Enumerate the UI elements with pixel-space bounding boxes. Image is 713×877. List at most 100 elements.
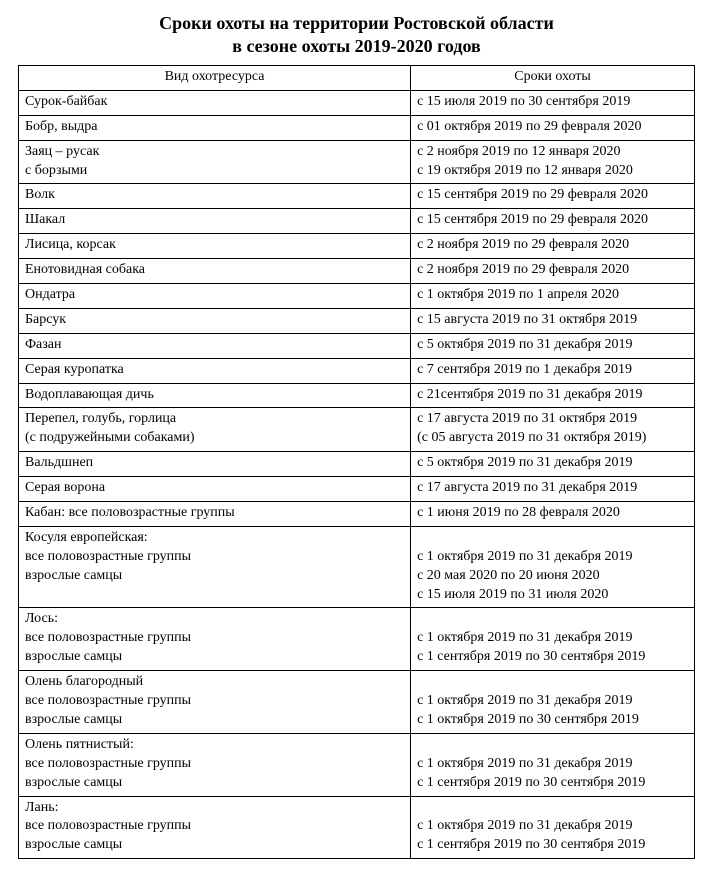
table-row: Ондатра с 1 октября 2019 по 1 апреля 2020	[19, 284, 695, 309]
species-cell: Сурок-байбак	[19, 90, 411, 115]
species-line: Вальдшнеп	[25, 454, 404, 473]
dates-line: с 5 октября 2019 по 31 декабря 2019	[417, 336, 688, 355]
dates-line: с 15 сентября 2019 по 29 февраля 2020	[417, 211, 688, 230]
dates-line: с 1 октября 2019 по 31 декабря 2019	[417, 548, 688, 567]
species-line: Шакал	[25, 211, 404, 230]
species-line	[25, 586, 404, 605]
page-title: Сроки охоты на территории Ростовской обл…	[18, 12, 695, 57]
dates-line: с 7 сентября 2019 по 1 декабря 2019	[417, 361, 688, 380]
species-line: взрослые самцы	[25, 648, 404, 667]
species-cell: Шакал	[19, 209, 411, 234]
table-row: Лань:все половозрастные группывзрослые с…	[19, 796, 695, 859]
species-line: Лань:	[25, 799, 404, 818]
dates-line: с 01 октября 2019 по 29 февраля 2020	[417, 118, 688, 137]
dates-line: с 19 октября 2019 по 12 января 2020	[417, 162, 688, 181]
species-cell: Ондатра	[19, 284, 411, 309]
species-cell: Водоплавающая дичь	[19, 383, 411, 408]
species-cell: Енотовидная собака	[19, 259, 411, 284]
species-line: Перепел, голубь, горлица	[25, 410, 404, 429]
dates-cell: с 7 сентября 2019 по 1 декабря 2019	[411, 358, 695, 383]
species-line: взрослые самцы	[25, 774, 404, 793]
dates-line	[417, 799, 688, 818]
dates-line: с 1 июня 2019 по 28 февраля 2020	[417, 504, 688, 523]
dates-cell: с 5 октября 2019 по 31 декабря 2019	[411, 452, 695, 477]
species-cell: Олень благородныйвсе половозрастные груп…	[19, 671, 411, 734]
table-row: Лось:все половозрастные группывзрослые с…	[19, 608, 695, 671]
dates-cell: с 1 июня 2019 по 28 февраля 2020	[411, 502, 695, 527]
dates-line: с 1 октября 2019 по 31 декабря 2019	[417, 629, 688, 648]
dates-cell: с 15 августа 2019 по 31 октября 2019	[411, 308, 695, 333]
species-line: все половозрастные группы	[25, 817, 404, 836]
species-cell: Олень пятнистый:все половозрастные групп…	[19, 733, 411, 796]
dates-line: с 20 мая 2020 по 20 июня 2020	[417, 567, 688, 586]
dates-cell: с 1 октября 2019 по 31 декабря 2019с 1 с…	[411, 733, 695, 796]
species-cell: Волк	[19, 184, 411, 209]
dates-line: с 15 июля 2019 по 30 сентября 2019	[417, 93, 688, 112]
dates-line: с 2 ноября 2019 по 29 февраля 2020	[417, 236, 688, 255]
dates-line	[417, 610, 688, 629]
species-line: Бобр, выдра	[25, 118, 404, 137]
dates-line: с 5 октября 2019 по 31 декабря 2019	[417, 454, 688, 473]
species-line: (с подружейными собаками)	[25, 429, 404, 448]
dates-cell: с 1 октября 2019 по 31 декабря 2019с 1 о…	[411, 671, 695, 734]
species-line: Енотовидная собака	[25, 261, 404, 280]
dates-line	[417, 736, 688, 755]
species-line: Фазан	[25, 336, 404, 355]
dates-line	[417, 673, 688, 692]
dates-cell: с 2 ноября 2019 по 12 января 2020с 19 ок…	[411, 140, 695, 184]
species-line: с борзыми	[25, 162, 404, 181]
species-cell: Лось:все половозрастные группывзрослые с…	[19, 608, 411, 671]
species-cell: Бобр, выдра	[19, 115, 411, 140]
table-row: Водоплавающая дичьс 21сентября 2019 по 3…	[19, 383, 695, 408]
species-cell: Перепел, голубь, горлица(с подружейными …	[19, 408, 411, 452]
table-row: Лисица, корсак с 2 ноября 2019 по 29 февр…	[19, 234, 695, 259]
dates-cell: с 1 октября 2019 по 31 декабря 2019с 20 …	[411, 526, 695, 608]
table-row: Барсук с 15 августа 2019 по 31 октября 20…	[19, 308, 695, 333]
species-line: Ондатра	[25, 286, 404, 305]
dates-cell: с 01 октября 2019 по 29 февраля 2020	[411, 115, 695, 140]
species-line: взрослые самцы	[25, 567, 404, 586]
dates-line: с 1 сентября 2019 по 30 сентября 2019	[417, 774, 688, 793]
table-row: Бобр, выдра с 01 октября 2019 по 29 февра…	[19, 115, 695, 140]
table-row: Кабан: все половозрастные группы с 1 июня…	[19, 502, 695, 527]
table-row: Сурок-байбак с 15 июля 2019 по 30 сентябр…	[19, 90, 695, 115]
table-row: Заяц – русакс борзымис 2 ноября 2019 по …	[19, 140, 695, 184]
species-line: взрослые самцы	[25, 836, 404, 855]
table-row: Перепел, голубь, горлица(с подружейными …	[19, 408, 695, 452]
species-line: Кабан: все половозрастные группы	[25, 504, 404, 523]
dates-cell: с 15 июля 2019 по 30 сентября 2019	[411, 90, 695, 115]
table-row: Косуля европейская:все половозрастные гр…	[19, 526, 695, 608]
table-row: Серая воронас 17 августа 2019 по 31 дека…	[19, 477, 695, 502]
species-cell: Лисица, корсак	[19, 234, 411, 259]
species-line: Барсук	[25, 311, 404, 330]
table-row: Шакал с 15 сентября 2019 по 29 февраля 20…	[19, 209, 695, 234]
table-row: Волк с 15 сентября 2019 по 29 февраля 202…	[19, 184, 695, 209]
hunting-seasons-table: Вид охотресурса Сроки охоты Сурок-байбак…	[18, 65, 695, 859]
species-cell: Вальдшнеп	[19, 452, 411, 477]
dates-line: с 15 сентября 2019 по 29 февраля 2020	[417, 186, 688, 205]
table-row: Фазан с 5 октября 2019 по 31 декабря 2019	[19, 333, 695, 358]
species-cell: Лань:все половозрастные группывзрослые с…	[19, 796, 411, 859]
dates-cell: с 1 октября 2019 по 31 декабря 2019с 1 с…	[411, 796, 695, 859]
dates-line	[417, 529, 688, 548]
species-line: все половозрастные группы	[25, 755, 404, 774]
species-line: взрослые самцы	[25, 711, 404, 730]
dates-cell: с 2 ноября 2019 по 29 февраля 2020	[411, 234, 695, 259]
dates-cell: с 21сентября 2019 по 31 декабря 2019	[411, 383, 695, 408]
dates-cell: с 1 октября 2019 по 31 декабря 2019с 1 с…	[411, 608, 695, 671]
dates-cell: с 1 октября 2019 по 1 апреля 2020	[411, 284, 695, 309]
table-row: Серая куропаткас 7 сентября 2019 по 1 де…	[19, 358, 695, 383]
dates-line: с 15 июля 2019 по 31 июля 2020	[417, 586, 688, 605]
dates-line: с 2 ноября 2019 по 29 февраля 2020	[417, 261, 688, 280]
dates-line: с 1 октября 2019 по 1 апреля 2020	[417, 286, 688, 305]
species-line: все половозрастные группы	[25, 629, 404, 648]
dates-line: с 2 ноября 2019 по 12 января 2020	[417, 143, 688, 162]
species-line: Сурок-байбак	[25, 93, 404, 112]
dates-line: (с 05 августа 2019 по 31 октября 2019)	[417, 429, 688, 448]
title-line-2: в сезоне охоты 2019-2020 годов	[18, 35, 695, 58]
species-cell: Кабан: все половозрастные группы	[19, 502, 411, 527]
col-header-dates: Сроки охоты	[411, 66, 695, 91]
species-line: Косуля европейская:	[25, 529, 404, 548]
document-page: Сроки охоты на территории Ростовской обл…	[0, 0, 713, 877]
species-line: все половозрастные группы	[25, 548, 404, 567]
